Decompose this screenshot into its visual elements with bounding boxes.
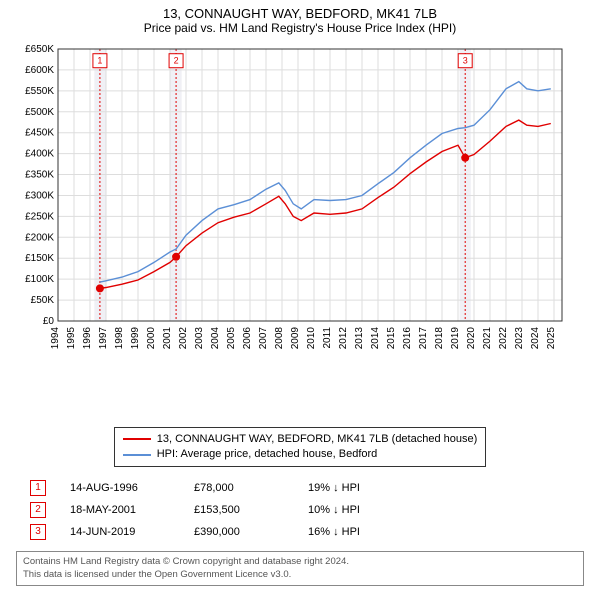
svg-text:2007: 2007 [258,327,269,350]
svg-text:2011: 2011 [322,327,333,349]
svg-text:£450K: £450K [25,128,54,139]
svg-text:2000: 2000 [146,327,157,350]
sale-date: 14-AUG-1996 [70,482,170,494]
sale-index-badge: 1 [30,480,46,496]
svg-text:£650K: £650K [25,44,54,55]
svg-text:2023: 2023 [514,327,525,350]
svg-text:2: 2 [174,56,179,66]
svg-text:2022: 2022 [498,327,509,350]
svg-text:2018: 2018 [434,327,445,350]
copyright-line: Contains HM Land Registry data © Crown c… [23,556,577,568]
svg-text:1998: 1998 [114,327,125,350]
svg-text:2005: 2005 [226,327,237,350]
svg-text:1999: 1999 [130,327,141,350]
svg-text:2016: 2016 [402,327,413,350]
legend-swatch [123,438,151,440]
svg-text:2014: 2014 [370,327,381,350]
svg-text:2010: 2010 [306,327,317,350]
sale-index-badge: 3 [30,524,46,540]
legend-label: 13, CONNAUGHT WAY, BEDFORD, MK41 7LB (de… [157,432,478,447]
svg-text:£0: £0 [43,316,55,327]
svg-text:2009: 2009 [290,327,301,350]
chart-legend: 13, CONNAUGHT WAY, BEDFORD, MK41 7LB (de… [114,427,487,468]
sales-table: 1 14-AUG-1996 £78,000 19% ↓ HPI 2 18-MAY-2001… [30,477,570,543]
sale-price: £153,500 [194,504,284,516]
sale-price: £390,000 [194,526,284,538]
svg-text:£500K: £500K [25,107,54,118]
svg-text:£600K: £600K [25,65,54,76]
svg-text:3: 3 [463,56,468,66]
svg-text:£150K: £150K [25,253,54,264]
legend-label: HPI: Average price, detached house, Bedf… [157,447,378,462]
svg-text:£200K: £200K [25,232,54,243]
sale-index-badge: 2 [30,502,46,518]
svg-text:2021: 2021 [482,327,493,350]
legend-swatch [123,454,151,456]
svg-text:2017: 2017 [418,327,429,350]
svg-text:2003: 2003 [194,327,205,350]
legend-item: HPI: Average price, detached house, Bedf… [123,447,478,462]
svg-text:1996: 1996 [82,327,93,350]
svg-text:1: 1 [97,56,102,66]
table-row: 1 14-AUG-1996 £78,000 19% ↓ HPI [30,477,570,499]
svg-text:£550K: £550K [25,86,54,97]
price-chart: £0 £50K £100K £150K £200K £250K £300K £350K £400… [10,41,590,421]
sale-price: £78,000 [194,482,284,494]
svg-text:£400K: £400K [25,149,54,160]
svg-text:2015: 2015 [386,327,397,350]
svg-text:1994: 1994 [50,327,61,350]
svg-text:£300K: £300K [25,190,54,201]
sale-pct-vs-hpi: 10% ↓ HPI [308,504,360,516]
svg-text:1997: 1997 [98,327,109,350]
sale-date: 18-MAY-2001 [70,504,170,516]
svg-text:2019: 2019 [450,327,461,350]
svg-text:2020: 2020 [466,327,477,350]
copyright-line: This data is licensed under the Open Gov… [23,569,577,581]
svg-text:1995: 1995 [66,327,77,350]
sale-pct-vs-hpi: 19% ↓ HPI [308,482,360,494]
svg-text:2024: 2024 [530,327,541,350]
svg-text:2013: 2013 [354,327,365,350]
svg-text:£250K: £250K [25,211,54,222]
svg-text:£50K: £50K [31,295,55,306]
svg-text:2004: 2004 [210,327,221,350]
sale-pct-vs-hpi: 16% ↓ HPI [308,526,360,538]
svg-text:£350K: £350K [25,170,54,181]
copyright-notice: Contains HM Land Registry data © Crown c… [16,551,584,586]
svg-text:2006: 2006 [242,327,253,350]
svg-text:2001: 2001 [162,327,173,350]
svg-text:£100K: £100K [25,274,54,285]
svg-text:2025: 2025 [546,327,557,350]
sale-date: 14-JUN-2019 [70,526,170,538]
svg-text:2008: 2008 [274,327,285,350]
legend-item: 13, CONNAUGHT WAY, BEDFORD, MK41 7LB (de… [123,432,478,447]
page-subtitle: Price paid vs. HM Land Registry's House … [10,21,590,35]
table-row: 3 14-JUN-2019 £390,000 16% ↓ HPI [30,521,570,543]
svg-text:2002: 2002 [178,327,189,350]
svg-text:2012: 2012 [338,327,349,350]
page-title: 13, CONNAUGHT WAY, BEDFORD, MK41 7LB [10,6,590,21]
table-row: 2 18-MAY-2001 £153,500 10% ↓ HPI [30,499,570,521]
